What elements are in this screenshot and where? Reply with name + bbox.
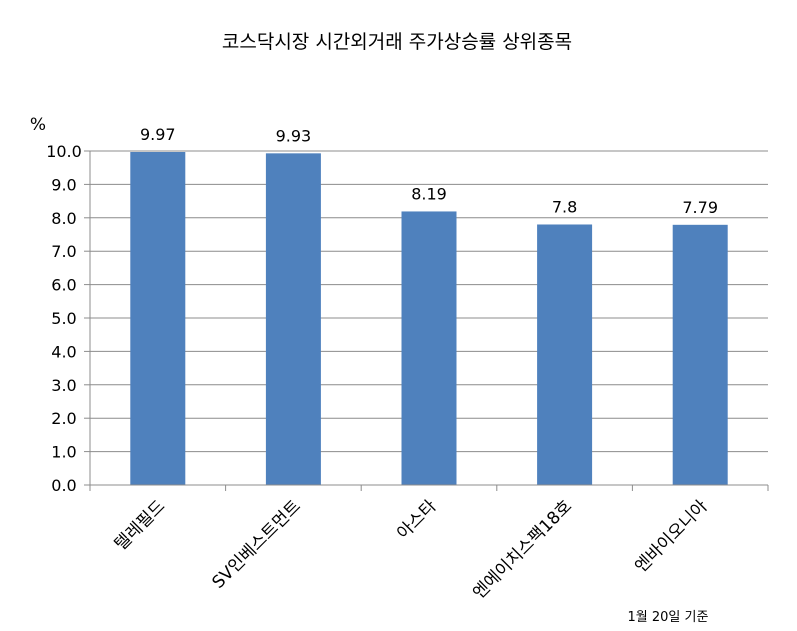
y-tick-label: 0.0 [51,476,76,495]
date-note: 1월 20일 기준 [628,610,709,625]
category-label: SV인베스트먼트 [209,496,305,592]
y-tick-label: 10.0 [46,142,82,161]
y-axis-unit: % [30,115,46,135]
y-tick-label: 2.0 [51,409,76,428]
data-label: 9.93 [276,126,312,145]
bar [265,153,321,485]
data-label: 8.19 [411,184,447,203]
chart-title: 코스닥시장 시간외거래 주가상승률 상위종목 [222,31,572,53]
y-tick-label: 4.0 [51,342,76,361]
category-label: 엔에이치스팩18호 [469,496,576,603]
bar [537,224,593,486]
bar [401,211,457,486]
bar [130,152,186,485]
data-label: 7.79 [682,198,718,217]
bars [130,152,728,486]
y-axis-ticks: 0.0 1.0 2.0 3.0 4.0 5.0 6.0 7.0 8.0 9.0 10.0 [46,142,82,495]
data-label: 9.97 [140,125,176,144]
category-label: 텔레필드 [111,496,169,554]
data-labels: 9.97 9.93 8.19 7.8 7.79 [140,125,718,217]
category-label: 아스타 [393,496,441,544]
bar [672,224,728,485]
y-tick-label: 9.0 [51,175,76,194]
data-label: 7.8 [552,197,577,216]
y-tick-label: 7.0 [51,242,76,261]
y-tick-label: 3.0 [51,376,76,395]
y-tick-label: 5.0 [51,309,76,328]
category-labels: 텔레필드 SV인베스트먼트 아스타 엔에이치스팩18호 엔바이오니아 [111,496,712,603]
category-label: 엔바이오니아 [631,496,712,577]
axes [84,150,769,491]
y-tick-label: 6.0 [51,276,76,295]
y-tick-label: 8.0 [51,209,76,228]
y-tick-label: 1.0 [51,443,76,462]
